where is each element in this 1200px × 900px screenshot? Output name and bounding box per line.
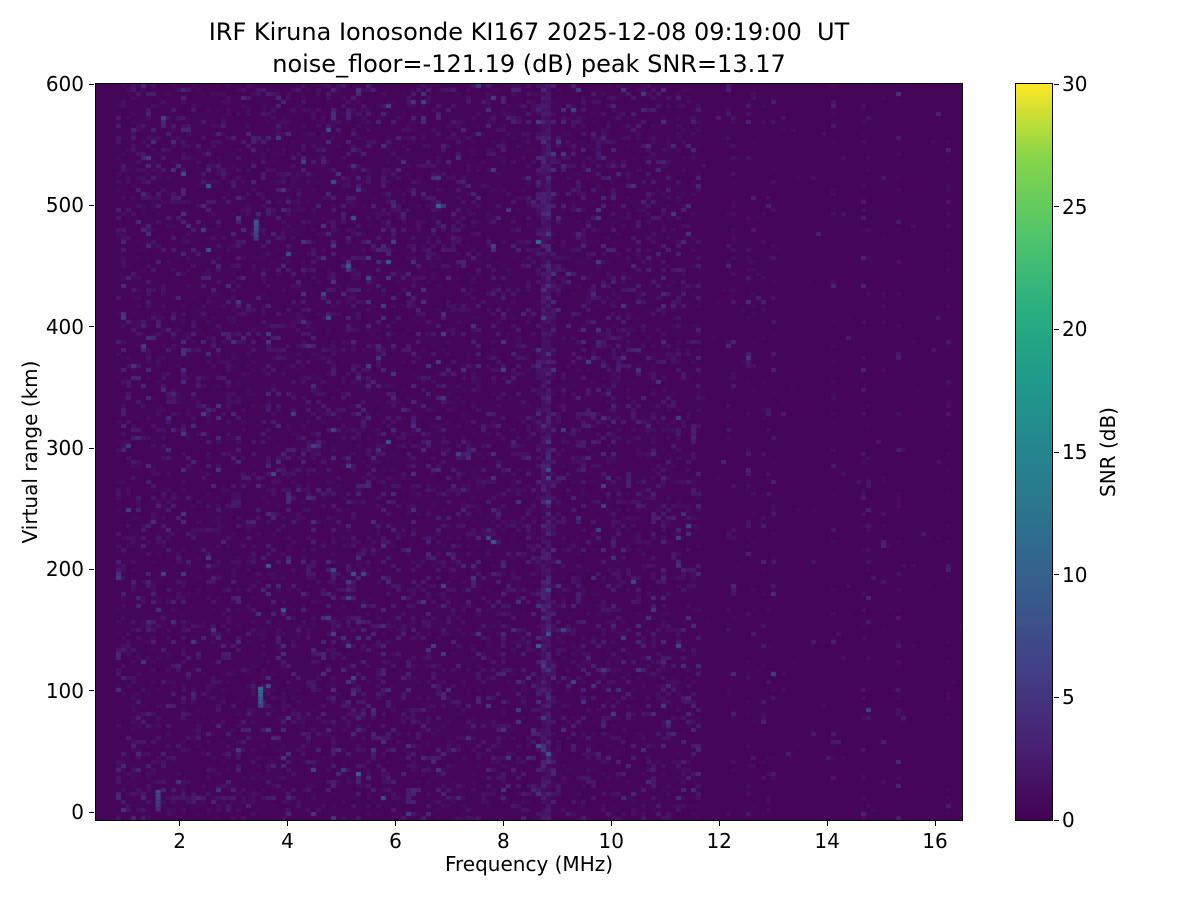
colorbar-tick-mark [1054, 696, 1059, 698]
y-tick-label: 500 [45, 193, 84, 218]
y-tick-label: 100 [45, 678, 84, 703]
x-tick-mark [287, 821, 289, 826]
y-tick-mark [89, 447, 94, 449]
x-axis-label: Frequency (MHz) [444, 852, 614, 876]
x-tick-label: 16 [922, 829, 948, 853]
y-tick-label: 300 [45, 436, 84, 460]
colorbar-tick-mark [1054, 206, 1059, 208]
x-tick-mark [934, 821, 936, 826]
y-tick-mark [89, 811, 94, 813]
y-tick-label: 400 [45, 314, 84, 339]
x-tick-mark [394, 821, 396, 826]
y-tick-mark [89, 568, 94, 570]
x-tick-label: 8 [496, 829, 510, 853]
colorbar-tick-mark [1054, 328, 1059, 330]
colorbar-tick-mark [1054, 83, 1059, 85]
chart-title-block: IRF Kiruna Ionosonde KI167 2025-12-08 09… [96, 16, 962, 80]
ionogram-heatmap [96, 84, 962, 820]
x-tick-label: 6 [389, 829, 402, 853]
colorbar-tick-label: 20 [1062, 317, 1088, 342]
x-tick-label: 4 [281, 829, 294, 853]
y-tick-mark [89, 83, 94, 85]
y-tick-label: 0 [71, 800, 84, 824]
colorbar-tick-label: 10 [1062, 562, 1088, 587]
x-tick-mark [179, 821, 181, 826]
x-tick-label: 12 [706, 829, 732, 853]
x-tick-label: 10 [598, 829, 624, 853]
y-tick-label: 200 [45, 557, 84, 582]
x-tick-mark [826, 821, 828, 826]
colorbar-tick-label: 5 [1062, 685, 1075, 710]
chart-title: IRF Kiruna Ionosonde KI167 2025-12-08 09… [208, 18, 850, 46]
colorbar-tick-label: 30 [1062, 72, 1088, 96]
colorbar-tick-mark [1054, 574, 1059, 576]
colorbar-tick-label: 15 [1062, 440, 1088, 464]
y-tick-mark [89, 204, 94, 206]
x-tick-label: 2 [173, 829, 186, 853]
colorbar-tick-mark [1054, 819, 1059, 821]
x-tick-mark [610, 821, 612, 826]
colorbar-tick-label: 0 [1062, 808, 1075, 832]
x-tick-label: 14 [814, 829, 840, 853]
x-tick-mark [502, 821, 504, 826]
y-tick-mark [89, 326, 94, 328]
y-tick-mark [89, 690, 94, 692]
colorbar-tick-label: 25 [1062, 194, 1088, 219]
y-tick-label: 600 [45, 72, 84, 96]
chart-subtitle: noise_floor=-121.19 (dB) peak SNR=13.17 [272, 50, 786, 78]
x-tick-mark [718, 821, 720, 826]
plot-area [95, 83, 963, 821]
colorbar [1015, 83, 1053, 821]
colorbar-tick-mark [1054, 451, 1059, 453]
